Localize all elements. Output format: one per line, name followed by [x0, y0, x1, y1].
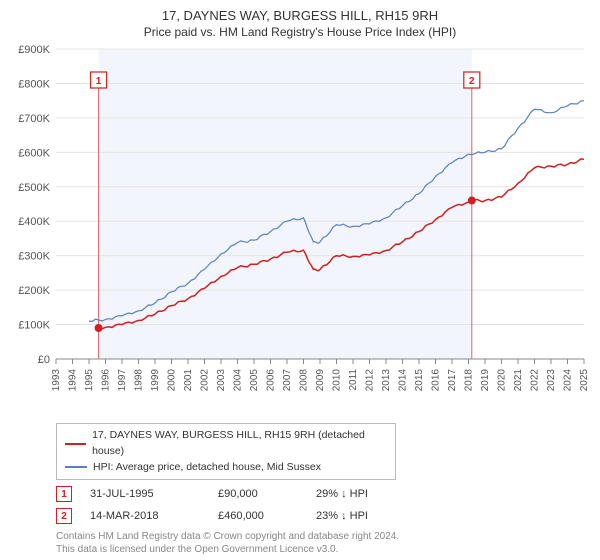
- event-row: 1 31-JUL-1995 £90,000 29% ↓ HPI: [56, 486, 588, 502]
- event-price: £460,000: [218, 510, 298, 522]
- y-tick-label: £400K: [18, 216, 50, 228]
- x-tick-label: 2020: [497, 369, 508, 392]
- x-tick-label: 2012: [365, 369, 376, 392]
- x-tick-label: 2019: [480, 369, 491, 392]
- x-tick-label: 2005: [249, 369, 260, 392]
- legend-label: HPI: Average price, detached house, Mid …: [93, 460, 321, 476]
- x-tick-label: 2022: [530, 369, 541, 392]
- y-tick-label: £700K: [18, 113, 50, 125]
- x-tick-label: 2007: [282, 369, 293, 392]
- title-address: 17, DAYNES WAY, BURGESS HILL, RH15 9RH: [12, 8, 588, 23]
- chart-area: £0 £100K £200K £300K £400K £500K £600K £700K £80…: [12, 45, 588, 415]
- legend-item: HPI: Average price, detached house, Mid …: [65, 460, 387, 476]
- x-tick-label: 2006: [266, 369, 277, 392]
- y-tick-label: £500K: [18, 182, 50, 194]
- event-marker-number: 1: [96, 76, 102, 87]
- x-tick-label: 2016: [431, 369, 442, 392]
- footnote-line2: This data is licensed under the Open Gov…: [56, 543, 588, 556]
- x-tick-label: 1998: [134, 369, 145, 392]
- x-tick-label: 2001: [183, 369, 194, 392]
- x-tick-label: 1993: [51, 369, 62, 392]
- x-tick-label: 2004: [233, 369, 244, 392]
- y-tick-label: £600K: [18, 147, 50, 159]
- x-tick-label: 2011: [348, 369, 359, 391]
- y-tick-label: £200K: [18, 285, 50, 297]
- x-tick-label: 2014: [398, 369, 409, 392]
- event-delta: 23% ↓ HPI: [316, 510, 368, 522]
- x-tick-label: 2015: [414, 369, 425, 392]
- event-badge: 1: [56, 486, 72, 502]
- x-tick-label: 2000: [167, 369, 178, 392]
- x-tick-label: 1997: [117, 369, 128, 392]
- legend: 17, DAYNES WAY, BURGESS HILL, RH15 9RH (…: [56, 423, 396, 480]
- event-badge: 2: [56, 508, 72, 524]
- y-tick-label: £900K: [18, 45, 50, 56]
- event-table: 1 31-JUL-1995 £90,000 29% ↓ HPI 2 14-MAR-2018…: [56, 486, 588, 524]
- x-tick-label: 2002: [200, 369, 211, 392]
- x-tick-label: 1999: [150, 369, 161, 392]
- x-tick-label: 2023: [546, 369, 557, 392]
- legend-item: 17, DAYNES WAY, BURGESS HILL, RH15 9RH (…: [65, 428, 387, 460]
- x-tick-label: 2013: [381, 369, 392, 392]
- y-tick-label: £300K: [18, 251, 50, 263]
- y-tick-label: £800K: [18, 78, 50, 90]
- x-tick-label: 2009: [315, 369, 326, 392]
- x-tick-label: 2024: [563, 369, 574, 392]
- footnote: Contains HM Land Registry data © Crown c…: [56, 530, 588, 556]
- x-tick-label: 2017: [447, 369, 458, 392]
- legend-swatch: [65, 466, 87, 468]
- event-price: £90,000: [218, 488, 298, 500]
- event-date: 14-MAR-2018: [90, 510, 200, 522]
- x-tick-label: 2010: [332, 369, 343, 392]
- legend-swatch: [65, 443, 86, 445]
- y-tick-label: £0: [38, 354, 50, 366]
- x-tick-label: 1995: [84, 369, 95, 392]
- event-delta: 29% ↓ HPI: [316, 488, 368, 500]
- x-tick-label: 2021: [513, 369, 524, 392]
- event-marker-dot: [95, 324, 103, 332]
- y-tick-label: £100K: [18, 320, 50, 332]
- footnote-line1: Contains HM Land Registry data © Crown c…: [56, 530, 588, 543]
- x-tick-label: 1994: [68, 369, 79, 392]
- x-tick-label: 1996: [101, 369, 112, 392]
- legend-label: 17, DAYNES WAY, BURGESS HILL, RH15 9RH (…: [92, 428, 387, 460]
- x-tick-label: 2018: [464, 369, 475, 392]
- event-row: 2 14-MAR-2018 £460,000 23% ↓ HPI: [56, 508, 588, 524]
- x-tick-label: 2025: [579, 369, 588, 392]
- chart-titles: 17, DAYNES WAY, BURGESS HILL, RH15 9RH P…: [12, 8, 588, 39]
- title-sub: Price paid vs. HM Land Registry's House …: [12, 25, 588, 39]
- x-tick-label: 2008: [299, 369, 310, 392]
- event-date: 31-JUL-1995: [90, 488, 200, 500]
- event-marker-number: 2: [469, 76, 475, 87]
- x-tick-label: 2003: [216, 369, 227, 392]
- line-chart: £0 £100K £200K £300K £400K £500K £600K £700K £80…: [12, 45, 588, 415]
